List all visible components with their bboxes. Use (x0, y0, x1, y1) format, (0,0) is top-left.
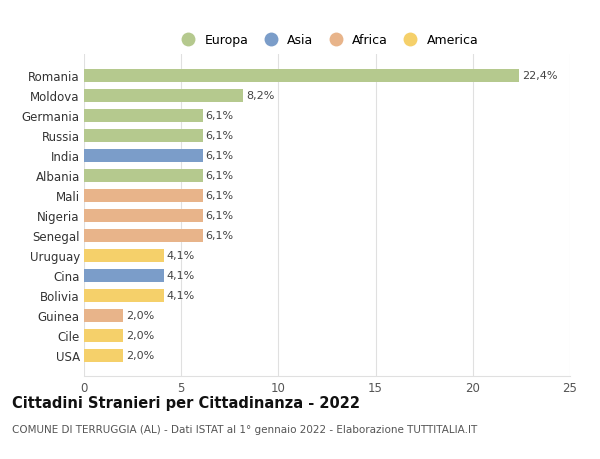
Bar (84, 129, 203, 142)
Bar (84, 349, 123, 362)
Text: 6,1%: 6,1% (206, 211, 233, 221)
Text: 4,1%: 4,1% (167, 291, 195, 301)
Text: 6,1%: 6,1% (206, 231, 233, 241)
Text: 6,1%: 6,1% (206, 191, 233, 201)
Bar (84, 189, 203, 202)
Bar (84, 209, 203, 222)
Bar (84, 289, 164, 302)
Bar (84, 309, 123, 322)
Bar (84, 269, 164, 282)
Text: 6,1%: 6,1% (206, 131, 233, 141)
Text: 2,0%: 2,0% (126, 330, 154, 340)
Text: 6,1%: 6,1% (206, 151, 233, 161)
Bar (84, 329, 123, 342)
Text: COMUNE DI TERRUGGIA (AL) - Dati ISTAT al 1° gennaio 2022 - Elaborazione TUTTITAL: COMUNE DI TERRUGGIA (AL) - Dati ISTAT al… (12, 425, 477, 435)
Bar (84, 249, 164, 262)
Text: 4,1%: 4,1% (167, 251, 195, 261)
Text: 2,0%: 2,0% (126, 310, 154, 320)
Bar (84, 229, 203, 242)
Bar (84, 70, 520, 83)
Text: 22,4%: 22,4% (523, 71, 558, 81)
Bar (84, 150, 203, 162)
Text: 6,1%: 6,1% (206, 171, 233, 181)
Text: 6,1%: 6,1% (206, 111, 233, 121)
Text: 8,2%: 8,2% (247, 91, 275, 101)
Text: 2,0%: 2,0% (126, 350, 154, 360)
Text: Cittadini Stranieri per Cittadinanza - 2022: Cittadini Stranieri per Cittadinanza - 2… (12, 395, 360, 410)
Bar (84, 110, 203, 123)
Legend: Europa, Asia, Africa, America: Europa, Asia, Africa, America (170, 29, 484, 52)
Bar (84, 90, 244, 102)
Text: 4,1%: 4,1% (167, 270, 195, 280)
Bar (84, 169, 203, 182)
